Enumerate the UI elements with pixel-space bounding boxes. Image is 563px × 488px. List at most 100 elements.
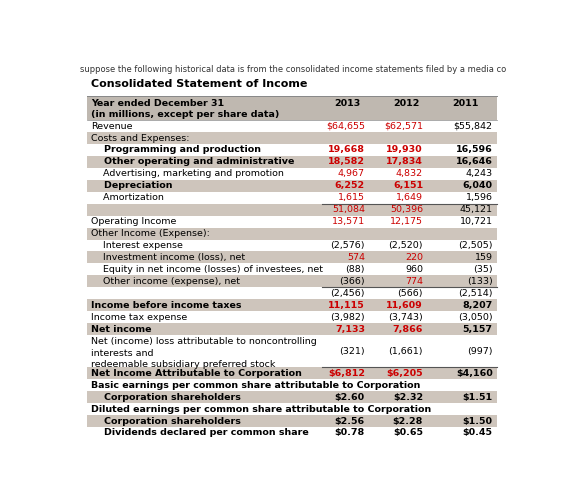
Text: Basic earnings per common share attributable to Corporation: Basic earnings per common share attribut… [91, 381, 421, 390]
Text: $2.56: $2.56 [335, 417, 365, 426]
Text: 5,157: 5,157 [463, 325, 493, 333]
Text: 18,582: 18,582 [328, 158, 365, 166]
Text: Income before income taxes: Income before income taxes [91, 301, 242, 310]
Text: 1,615: 1,615 [338, 193, 365, 202]
Bar [87, 180, 497, 192]
Text: Net income: Net income [91, 325, 152, 333]
Text: Other Income (Expense):: Other Income (Expense): [91, 229, 210, 238]
Bar [87, 275, 497, 287]
Text: $1.51: $1.51 [463, 393, 493, 402]
Text: Investment income (loss), net: Investment income (loss), net [91, 253, 245, 262]
Text: $2.28: $2.28 [392, 417, 423, 426]
Text: $2.32: $2.32 [393, 393, 423, 402]
Text: Interest expense: Interest expense [91, 241, 183, 250]
Bar [87, 415, 497, 427]
Bar [87, 216, 497, 227]
Text: (2,505): (2,505) [458, 241, 493, 250]
Text: $0.78: $0.78 [334, 428, 365, 437]
Text: (35): (35) [473, 265, 493, 274]
Text: $0.65: $0.65 [393, 428, 423, 437]
Text: 6,040: 6,040 [463, 182, 493, 190]
Text: 4,243: 4,243 [466, 169, 493, 179]
Text: $4,160: $4,160 [456, 369, 493, 378]
Bar [87, 311, 497, 323]
Text: 51,084: 51,084 [332, 205, 365, 214]
Text: Equity in net income (losses) of investees, net: Equity in net income (losses) of investe… [91, 265, 323, 274]
Text: (997): (997) [467, 346, 493, 356]
Text: Programming and production: Programming and production [91, 145, 261, 155]
Text: 12,175: 12,175 [390, 217, 423, 226]
Text: 19,668: 19,668 [328, 145, 365, 155]
Text: 4,967: 4,967 [338, 169, 365, 179]
Bar [87, 299, 497, 311]
Text: 7,866: 7,866 [392, 325, 423, 333]
Text: 45,121: 45,121 [460, 205, 493, 214]
Text: Operating Income: Operating Income [91, 217, 177, 226]
Bar [87, 403, 497, 415]
Text: Year ended December 31
(in millions, except per share data): Year ended December 31 (in millions, exc… [91, 99, 280, 120]
Text: $6,812: $6,812 [328, 369, 365, 378]
Text: Net Income Attributable to Corporation: Net Income Attributable to Corporation [91, 369, 302, 378]
Bar [87, 287, 497, 299]
Bar [87, 227, 497, 240]
Text: Other operating and administrative: Other operating and administrative [91, 158, 294, 166]
Text: 50,396: 50,396 [390, 205, 423, 214]
Bar [87, 192, 497, 203]
Text: (3,743): (3,743) [388, 313, 423, 322]
Text: 220: 220 [405, 253, 423, 262]
Text: Consolidated Statement of Income: Consolidated Statement of Income [91, 79, 307, 89]
Text: 2012: 2012 [393, 100, 419, 108]
Bar [87, 132, 497, 144]
Text: $0.45: $0.45 [463, 428, 493, 437]
Text: $64,655: $64,655 [326, 122, 365, 131]
Bar [87, 367, 497, 379]
Bar [87, 96, 497, 120]
Bar [87, 120, 497, 132]
Text: (2,456): (2,456) [330, 289, 365, 298]
Bar [87, 156, 497, 168]
Bar [87, 203, 497, 216]
Text: Other income (expense), net: Other income (expense), net [91, 277, 240, 286]
Text: 960: 960 [405, 265, 423, 274]
Bar [87, 335, 497, 367]
Text: (366): (366) [339, 277, 365, 286]
Text: 19,930: 19,930 [386, 145, 423, 155]
Text: 17,834: 17,834 [386, 158, 423, 166]
Text: Corporation shareholders: Corporation shareholders [91, 417, 241, 426]
Text: 574: 574 [347, 253, 365, 262]
Text: $2.60: $2.60 [335, 393, 365, 402]
Text: (1,661): (1,661) [388, 346, 423, 356]
Text: (3,982): (3,982) [330, 313, 365, 322]
Text: Advertising, marketing and promotion: Advertising, marketing and promotion [91, 169, 284, 179]
Text: 10,721: 10,721 [460, 217, 493, 226]
Text: 16,646: 16,646 [456, 158, 493, 166]
Text: (566): (566) [397, 289, 423, 298]
Text: (88): (88) [345, 265, 365, 274]
Text: 11,115: 11,115 [328, 301, 365, 310]
Text: Costs and Expenses:: Costs and Expenses: [91, 134, 190, 142]
Text: (2,520): (2,520) [388, 241, 423, 250]
Text: (2,576): (2,576) [330, 241, 365, 250]
Text: 7,133: 7,133 [335, 325, 365, 333]
Bar [87, 379, 497, 391]
Text: 1,649: 1,649 [396, 193, 423, 202]
Text: Revenue: Revenue [91, 122, 133, 131]
Bar [87, 323, 497, 335]
Text: $55,842: $55,842 [454, 122, 493, 131]
Text: Income tax expense: Income tax expense [91, 313, 187, 322]
Text: 11,609: 11,609 [386, 301, 423, 310]
Bar [87, 240, 497, 251]
Bar [87, 264, 497, 275]
Text: $1.50: $1.50 [463, 417, 493, 426]
Text: suppose the following historical data is from the consolidated income statements: suppose the following historical data is… [80, 65, 544, 74]
Bar [87, 168, 497, 180]
Text: 2011: 2011 [453, 100, 479, 108]
Text: $6,205: $6,205 [386, 369, 423, 378]
Text: 8,207: 8,207 [462, 301, 493, 310]
Text: 2013: 2013 [334, 100, 361, 108]
Text: 6,252: 6,252 [335, 182, 365, 190]
Text: 774: 774 [405, 277, 423, 286]
Text: $62,571: $62,571 [384, 122, 423, 131]
Text: 6,151: 6,151 [393, 182, 423, 190]
Text: 4,832: 4,832 [396, 169, 423, 179]
